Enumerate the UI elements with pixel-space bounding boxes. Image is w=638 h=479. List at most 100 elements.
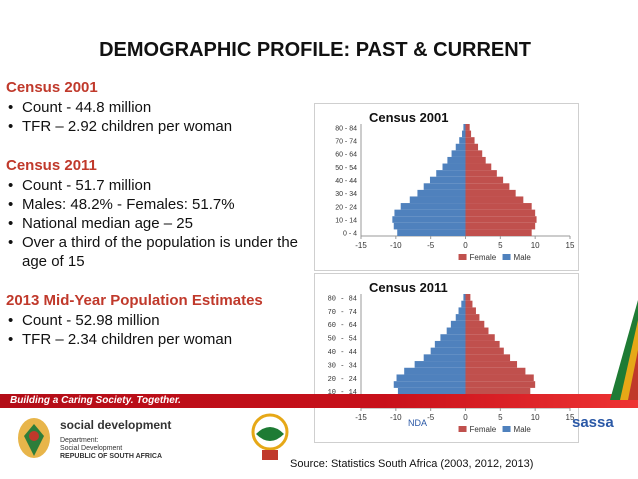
x-tick-label: 15: [566, 241, 575, 250]
page-title: DEMOGRAPHIC PROFILE: PAST & CURRENT: [99, 39, 531, 61]
x-tick-label: -5: [427, 413, 435, 422]
y-tick-label: 30 - 34: [328, 362, 357, 370]
bar-male: [462, 130, 466, 138]
bar-female: [465, 189, 516, 197]
bar-female: [465, 300, 473, 308]
bar-male: [455, 314, 466, 321]
bar-female: [465, 203, 532, 210]
bar-female: [465, 381, 536, 388]
y-tick-label: 60 - 64: [335, 152, 357, 159]
y-tick-label: 80 - 84: [335, 125, 357, 132]
bar-male: [397, 229, 466, 236]
y-tick-label: 40 - 44: [328, 349, 357, 357]
bar-male: [463, 124, 466, 131]
bar-female: [465, 307, 476, 315]
bar-male: [440, 334, 466, 341]
bullet-item: Count - 51.7 million: [6, 176, 306, 195]
x-tick-label: 5: [498, 413, 503, 422]
bar-male: [455, 143, 466, 151]
x-tick-label: 10: [531, 413, 540, 422]
section-heading-2011: Census 2011: [6, 157, 97, 174]
x-tick-label: 0: [463, 413, 468, 422]
chart-census-2001: Census 2001 0 - 4 10 - 14 20 - 24 30 - 34 40…: [314, 103, 579, 271]
y-tick-label: 20 - 24: [328, 376, 357, 384]
legend-swatch-male: [502, 426, 511, 432]
x-tick-label: 0: [463, 241, 468, 250]
bar-female: [465, 354, 511, 362]
bar-male: [404, 367, 466, 375]
y-tick-label: 50 - 54: [328, 336, 357, 344]
legend-swatch-male: [502, 254, 511, 260]
footer-tagline: Building a Caring Society. Together.: [10, 395, 181, 406]
bar-male: [396, 374, 466, 382]
bar-female: [465, 176, 504, 184]
bar-female: [465, 143, 479, 151]
bar-male: [414, 361, 466, 368]
y-tick-label: 60 - 64: [328, 322, 357, 330]
bar-male: [436, 170, 466, 177]
bullet-item: Count - 44.8 million: [6, 98, 306, 117]
x-tick-label: -15: [355, 413, 367, 422]
bar-female: [465, 124, 470, 131]
bar-female: [465, 156, 486, 164]
bar-female: [465, 294, 471, 301]
x-tick-label: 5: [498, 241, 503, 250]
coat-of-arms-logo: [18, 418, 50, 458]
bar-male: [461, 300, 466, 308]
bar-male: [397, 387, 466, 395]
org-name: social development: [60, 418, 172, 432]
legend-swatch-female: [458, 426, 467, 432]
bar-female: [465, 130, 472, 138]
footer-band: [0, 394, 638, 408]
section-heading-2013: 2013 Mid-Year Population Estimates: [6, 292, 263, 309]
y-tick-label: 10 - 14: [335, 218, 357, 225]
bar-male: [392, 216, 466, 223]
chart-title: Census 2001: [369, 110, 449, 125]
bar-female: [465, 222, 536, 230]
nda-logo: NDA: [408, 418, 428, 428]
bar-male: [394, 209, 466, 217]
bar-female: [465, 216, 537, 223]
bar-male: [393, 222, 466, 230]
org-sub: Department: Social Development REPUBLIC …: [60, 437, 163, 460]
bar-male: [442, 163, 466, 171]
y-tick-label: 10 - 14: [328, 389, 357, 397]
x-tick-label: 10: [531, 241, 540, 250]
bar-female: [465, 361, 518, 368]
bar-female: [465, 229, 532, 236]
bar-male: [458, 307, 466, 315]
bar-male: [423, 354, 466, 362]
bar-male: [430, 347, 466, 355]
bar-male: [409, 196, 466, 204]
y-tick-label: 20 - 24: [335, 204, 357, 211]
bullet-item: Males: 48.2% - Females: 51.7%: [6, 195, 306, 214]
bar-male: [423, 183, 466, 190]
y-tick-label: 50 - 54: [335, 165, 357, 172]
section-heading-2001: Census 2001: [6, 79, 98, 96]
bar-female: [465, 320, 485, 328]
bar-female: [465, 170, 497, 177]
bar-female: [465, 150, 483, 157]
bar-female: [465, 347, 504, 355]
x-tick-label: -5: [427, 241, 435, 250]
y-tick-label: 70 - 74: [328, 309, 357, 317]
y-tick-label: 70 - 74: [335, 138, 357, 145]
chart-title: Census 2011: [369, 280, 448, 295]
bar-female: [465, 183, 510, 190]
bar-female: [465, 196, 524, 204]
bar-male: [446, 327, 466, 335]
bar-female: [465, 367, 526, 375]
anniversary-logo: [251, 413, 289, 460]
bar-male: [393, 381, 466, 388]
bar-male: [450, 320, 466, 328]
bar-male: [459, 137, 466, 144]
bar-male: [434, 340, 466, 348]
bar-female: [465, 314, 480, 321]
bullet-item: National median age – 25: [6, 214, 306, 233]
bullet-item: TFR – 2.34 children per woman: [6, 330, 306, 349]
x-tick-label: -10: [390, 413, 402, 422]
y-tick-label: 30 - 34: [335, 191, 357, 198]
bullet-item: Count - 52.98 million: [6, 311, 306, 330]
bar-female: [465, 163, 492, 171]
